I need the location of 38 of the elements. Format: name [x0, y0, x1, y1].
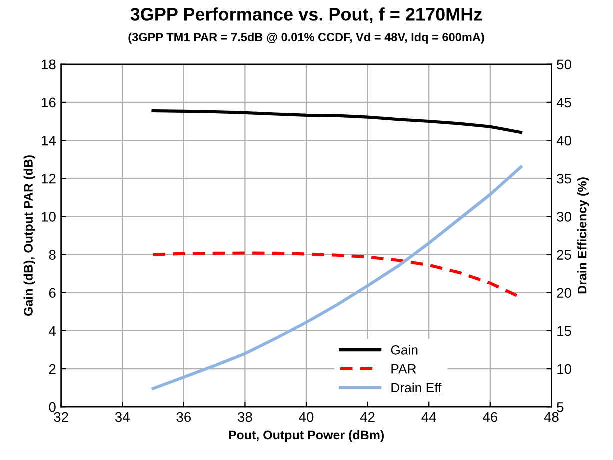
x-tick-label: 32 [54, 412, 68, 422]
y2-tick-label: 40 [556, 136, 572, 146]
y2-tick-label: 10 [558, 364, 572, 374]
y-axis-title: Gain (dB), Output PAR (dB) [24, 156, 36, 316]
x-tick-label: 44 [422, 412, 436, 422]
y2-tick-label: 50 [557, 60, 572, 70]
x-tick-label: 48 [544, 412, 559, 422]
y-tick-label: 18 [42, 60, 56, 70]
line-series [152, 110, 523, 134]
y2-tick-label: 30 [557, 212, 572, 222]
x-tick-label: 34 [115, 412, 130, 422]
legend-label: Drain Eff [392, 382, 442, 393]
x-tick-label: 40 [299, 412, 314, 422]
x-tick-label: 42 [360, 412, 375, 422]
y-tick-label: 14 [42, 136, 56, 146]
x-tick-label: 38 [238, 412, 252, 422]
y-tick-label: 16 [42, 98, 56, 108]
y-tick-label: 2 [49, 364, 56, 374]
y-tick-label: 4 [49, 326, 56, 336]
legend-label: Gain [391, 345, 418, 355]
y2-tick-label: 20 [557, 288, 572, 298]
y2-tick-label: 15 [558, 326, 572, 336]
y2-axis-title: Drain Efficiency (%) [578, 178, 590, 294]
y-tick-label: 0 [49, 402, 56, 412]
chart-subtitle: (3GPP TM1 PAR = 7.5dB @ 0.01% CCDF, Vd = 48V, Idq = 600mA) [128, 32, 484, 44]
y2-tick-label: 5 [557, 402, 564, 412]
y-tick-label: 6 [49, 288, 56, 298]
y2-tick-label: 45 [556, 98, 572, 108]
legend-label: PAR [392, 364, 416, 374]
y2-tick-label: 35 [557, 174, 572, 184]
y2-tick-label: 25 [557, 250, 572, 260]
x-tick-label: 36 [176, 412, 192, 422]
x-tick-label: 46 [482, 412, 498, 422]
y-tick-label: 12 [42, 174, 56, 184]
y-tick-label: 10 [42, 212, 56, 222]
chart-title: 3GPP Performance vs. Pout, f = 2170MHz [130, 8, 482, 24]
x-axis-title: Pout, Output Power (dBm) [229, 430, 384, 442]
y-tick-label: 8 [49, 250, 56, 260]
